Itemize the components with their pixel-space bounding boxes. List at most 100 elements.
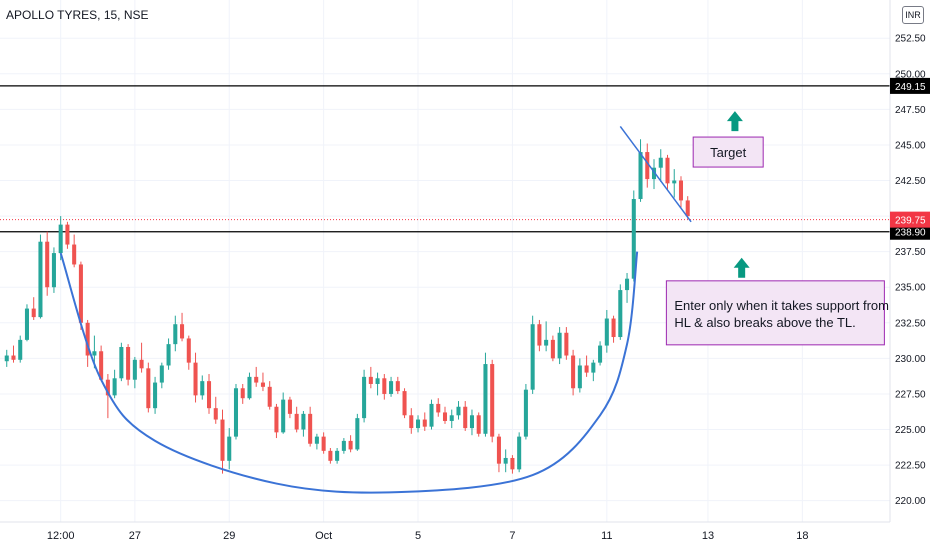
price-tick-label: 247.50 [895, 105, 926, 116]
candle-body [604, 318, 609, 346]
candle-body [362, 376, 367, 419]
candle-body [456, 406, 461, 416]
up-arrow-icon[interactable] [733, 257, 750, 278]
candle-body [58, 224, 63, 254]
candle-body [577, 365, 582, 389]
candle-body [287, 399, 292, 414]
candle-body [625, 278, 630, 291]
symbol-title[interactable]: APOLLO TYRES, 15, NSE [6, 8, 149, 22]
candle-body [166, 344, 171, 366]
candle-body [631, 199, 636, 279]
candle-body [638, 152, 643, 200]
candle-body [328, 450, 333, 461]
candle-body [314, 436, 319, 444]
candle-body [24, 308, 29, 340]
candle-body [18, 339, 23, 360]
currency-button[interactable]: INR [902, 6, 924, 24]
candle-body [537, 324, 542, 346]
candle-body [409, 415, 414, 429]
time-tick-label: 18 [796, 530, 808, 542]
price-tick-label: 230.00 [895, 354, 926, 365]
candle-body [159, 365, 164, 383]
candle-body [139, 359, 144, 369]
candle-body [247, 376, 252, 399]
candle-body [503, 457, 508, 464]
candle-body [422, 419, 427, 427]
candle-body [598, 345, 603, 363]
candle-body [213, 408, 218, 420]
time-tick-label: 7 [509, 530, 515, 542]
horizontal-lines[interactable] [0, 85, 890, 233]
candle-body [442, 412, 448, 421]
candle-body [153, 382, 158, 409]
candle-body [510, 457, 515, 470]
candle-body [254, 376, 259, 383]
candle-body [99, 351, 104, 380]
candle-body [685, 200, 690, 217]
candle-body [186, 338, 191, 363]
candle-body [200, 381, 205, 396]
candle-body [530, 324, 535, 390]
candle-body [557, 332, 562, 359]
candle-body [436, 403, 441, 413]
candle-body [112, 378, 117, 396]
annotation-line: HL & also breaks above the TL. [674, 315, 855, 330]
candle-body [389, 381, 394, 394]
rounding-bottom-curve[interactable] [59, 251, 639, 494]
time-tick-label: 27 [129, 530, 141, 542]
candle-body [294, 413, 299, 430]
candle-body [348, 440, 353, 450]
line-price-label: 238.90 [895, 228, 926, 239]
candle-body [85, 322, 90, 356]
time-tick-label: 13 [702, 530, 714, 542]
candle-body [678, 180, 684, 201]
line-price-label-bg [890, 223, 930, 240]
price-tick-label: 245.00 [895, 140, 926, 151]
candle-body [233, 388, 239, 437]
annotation-box[interactable]: Enter only when it takes support from HL … [665, 280, 889, 346]
annotation-box[interactable]: Target [692, 136, 764, 168]
annotation-line: Enter only when it takes support from [674, 298, 889, 313]
candle-body [321, 436, 326, 451]
candle-body [267, 386, 272, 407]
trendline[interactable] [619, 125, 692, 223]
price-tick-label: 237.50 [895, 247, 926, 258]
candle-body [281, 399, 286, 433]
annotations[interactable]: Target Enter only when it takes support f… [665, 111, 889, 346]
candle-body [483, 364, 488, 434]
annotation-frame [665, 280, 885, 346]
candle-body [591, 362, 596, 373]
price-tick-label: 227.50 [895, 389, 926, 400]
candle-body [173, 324, 178, 345]
up-arrow-icon[interactable] [726, 111, 743, 132]
candle-body [301, 413, 306, 430]
candle-body [132, 359, 137, 380]
candle-body [180, 324, 185, 339]
candle-body [240, 388, 245, 399]
candle-body [308, 413, 313, 444]
candle-body [651, 167, 657, 180]
candle-body [4, 355, 9, 362]
drawings[interactable] [59, 125, 692, 494]
candle-body [368, 376, 373, 384]
candle-body [517, 436, 522, 470]
current-price-label-bg [890, 211, 930, 228]
annotation-text: Enter only when it takes support from HL … [674, 298, 889, 330]
price-tick-label: 250.00 [895, 69, 926, 80]
candle-body [550, 339, 555, 359]
candle-body [658, 157, 663, 168]
candle-body [463, 406, 468, 429]
price-tick-label: 232.50 [895, 318, 926, 329]
candle-body [335, 450, 340, 461]
candle-body [126, 346, 131, 380]
candle-body [449, 415, 454, 421]
current-price-label: 239.75 [895, 216, 926, 227]
candle-body [11, 355, 16, 360]
candle-body [490, 364, 495, 437]
candle-body [496, 436, 501, 464]
price-tick-label: 225.00 [895, 425, 926, 436]
candle-body [645, 152, 650, 180]
